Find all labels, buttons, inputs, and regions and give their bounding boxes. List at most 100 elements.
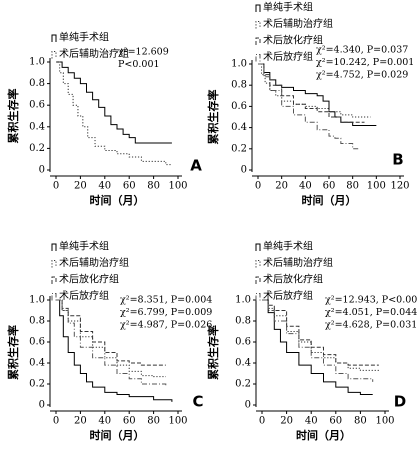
survival-curve [56,61,172,166]
y-tick-label: 0.4 [235,358,251,369]
legend-label: 术后放化疗组 [263,34,323,47]
x-tick-label: 80 [147,416,160,427]
x-tick-label: 60 [329,416,342,427]
annotation: χ²=8.351, P=0.004 [120,295,212,306]
legend-symbol [255,54,261,62]
annotation: χ²=4.051, P=0.044 [325,307,417,318]
panel-label: C [192,393,203,411]
y-tick-label: 1.0 [29,295,45,306]
x-tick-label: 100 [375,416,394,427]
x-axis-label: 时间（月） [90,193,145,207]
y-tick-label: 0 [39,165,45,176]
legend-label: 术后辅助治疗组 [59,47,129,60]
x-tick-label: 80 [147,181,160,192]
legend-symbol [255,243,261,251]
x-tick-label: 60 [123,181,136,192]
annotation: χ²=12.609 [118,47,169,58]
y-tick-label: 0.2 [231,143,247,154]
x-tick-label: 40 [98,181,111,192]
y-tick-label: 1.0 [235,295,251,306]
x-tick-label: 20 [74,416,87,427]
annotation: χ²=6.799, P=0.009 [120,307,212,318]
y-tick-label: 0.8 [235,316,251,327]
y-axis-label: 累积生存率 [6,89,20,144]
y-tick-label: 0.6 [29,337,45,348]
survival-curve [56,299,167,387]
y-axis-label: 累积生存率 [206,325,220,380]
legend-symbol [51,34,57,42]
legend-label: 术后放化疗组 [263,273,323,286]
legend-label: 术后放疗组 [263,50,313,63]
y-tick-label: 0.8 [231,80,247,91]
x-tick-label: 20 [280,416,293,427]
x-tick-label: 0 [53,181,59,192]
x-tick-label: 60 [323,181,336,192]
legend-label: 单纯手术组 [59,31,109,44]
survival-curve [262,299,379,366]
y-tick-label: 0 [245,400,251,411]
annotation: χ²=4.340, P=0.037 [316,45,408,56]
panel-label: D [394,393,406,411]
survival-curve [56,61,172,144]
x-tick-label: 40 [98,416,111,427]
legend-symbol [255,4,261,12]
legend-label: 术后放化疗组 [59,273,119,286]
legend-label: 单纯手术组 [263,240,313,253]
legend-symbol [255,293,261,301]
legend-symbol [51,243,57,251]
survival-curve [56,299,173,402]
x-tick-label: 80 [346,181,359,192]
annotation: χ²=10.242, P=0.001 [316,57,414,68]
y-tick-label: 0.6 [231,101,247,112]
x-tick-label: 100 [367,181,386,192]
y-tick-label: 0 [241,165,247,176]
x-tick-label: 100 [168,181,187,192]
y-tick-label: 0.2 [29,379,45,390]
legend-label: 术后辅助治疗组 [263,17,333,30]
y-axis-label: 累积生存率 [206,90,220,145]
annotation: χ²=4.987, P=0.026 [120,320,212,331]
legend-label: 术后辅助治疗组 [263,256,333,269]
x-tick-label: 20 [275,181,288,192]
y-axis-label: 累积生存率 [6,325,20,380]
y-tick-label: 0.8 [29,316,45,327]
survival-curve [258,63,365,123]
survival-curve [258,63,371,118]
x-tick-label: 100 [168,416,187,427]
legend-symbol [255,21,261,29]
y-tick-label: 0.4 [231,122,247,133]
x-axis-label: 时间（月） [90,428,145,442]
y-tick-label: 0.6 [29,100,45,111]
x-tick-label: 80 [354,416,367,427]
x-tick-label: 40 [299,181,312,192]
x-tick-label: 120 [390,181,409,192]
annotation: χ²=12.943, P<0.001 [325,295,418,306]
y-tick-label: 0.4 [29,121,45,132]
legend-symbol [255,260,261,268]
legend-symbol [51,51,57,59]
x-tick-label: 20 [74,181,87,192]
y-tick-label: 0.2 [29,143,45,154]
legend-label: 术后放疗组 [263,289,313,302]
legend-label: 术后放疗组 [59,289,109,302]
survival-curve [262,299,374,382]
annotation: χ²=4.752, P=0.029 [316,70,408,81]
x-tick-label: 0 [255,181,261,192]
annotation: χ²=4.628, P=0.031 [325,320,417,331]
legend-symbol [51,276,57,284]
x-tick-label: 60 [123,416,136,427]
legend-symbol [255,276,261,284]
y-tick-label: 1.0 [29,57,45,68]
panel-label: A [190,157,202,175]
y-tick-label: 0 [39,400,45,411]
survival-curve [258,63,359,150]
legend-label: 单纯手术组 [263,1,313,14]
annotation: P<0.001 [118,59,160,70]
survival-curve [56,299,166,366]
legend-symbol [51,293,57,301]
legend-label: 术后辅助治疗组 [59,256,129,269]
x-tick-label: 0 [53,416,59,427]
x-tick-label: 40 [305,416,318,427]
panel-label: B [392,151,403,169]
